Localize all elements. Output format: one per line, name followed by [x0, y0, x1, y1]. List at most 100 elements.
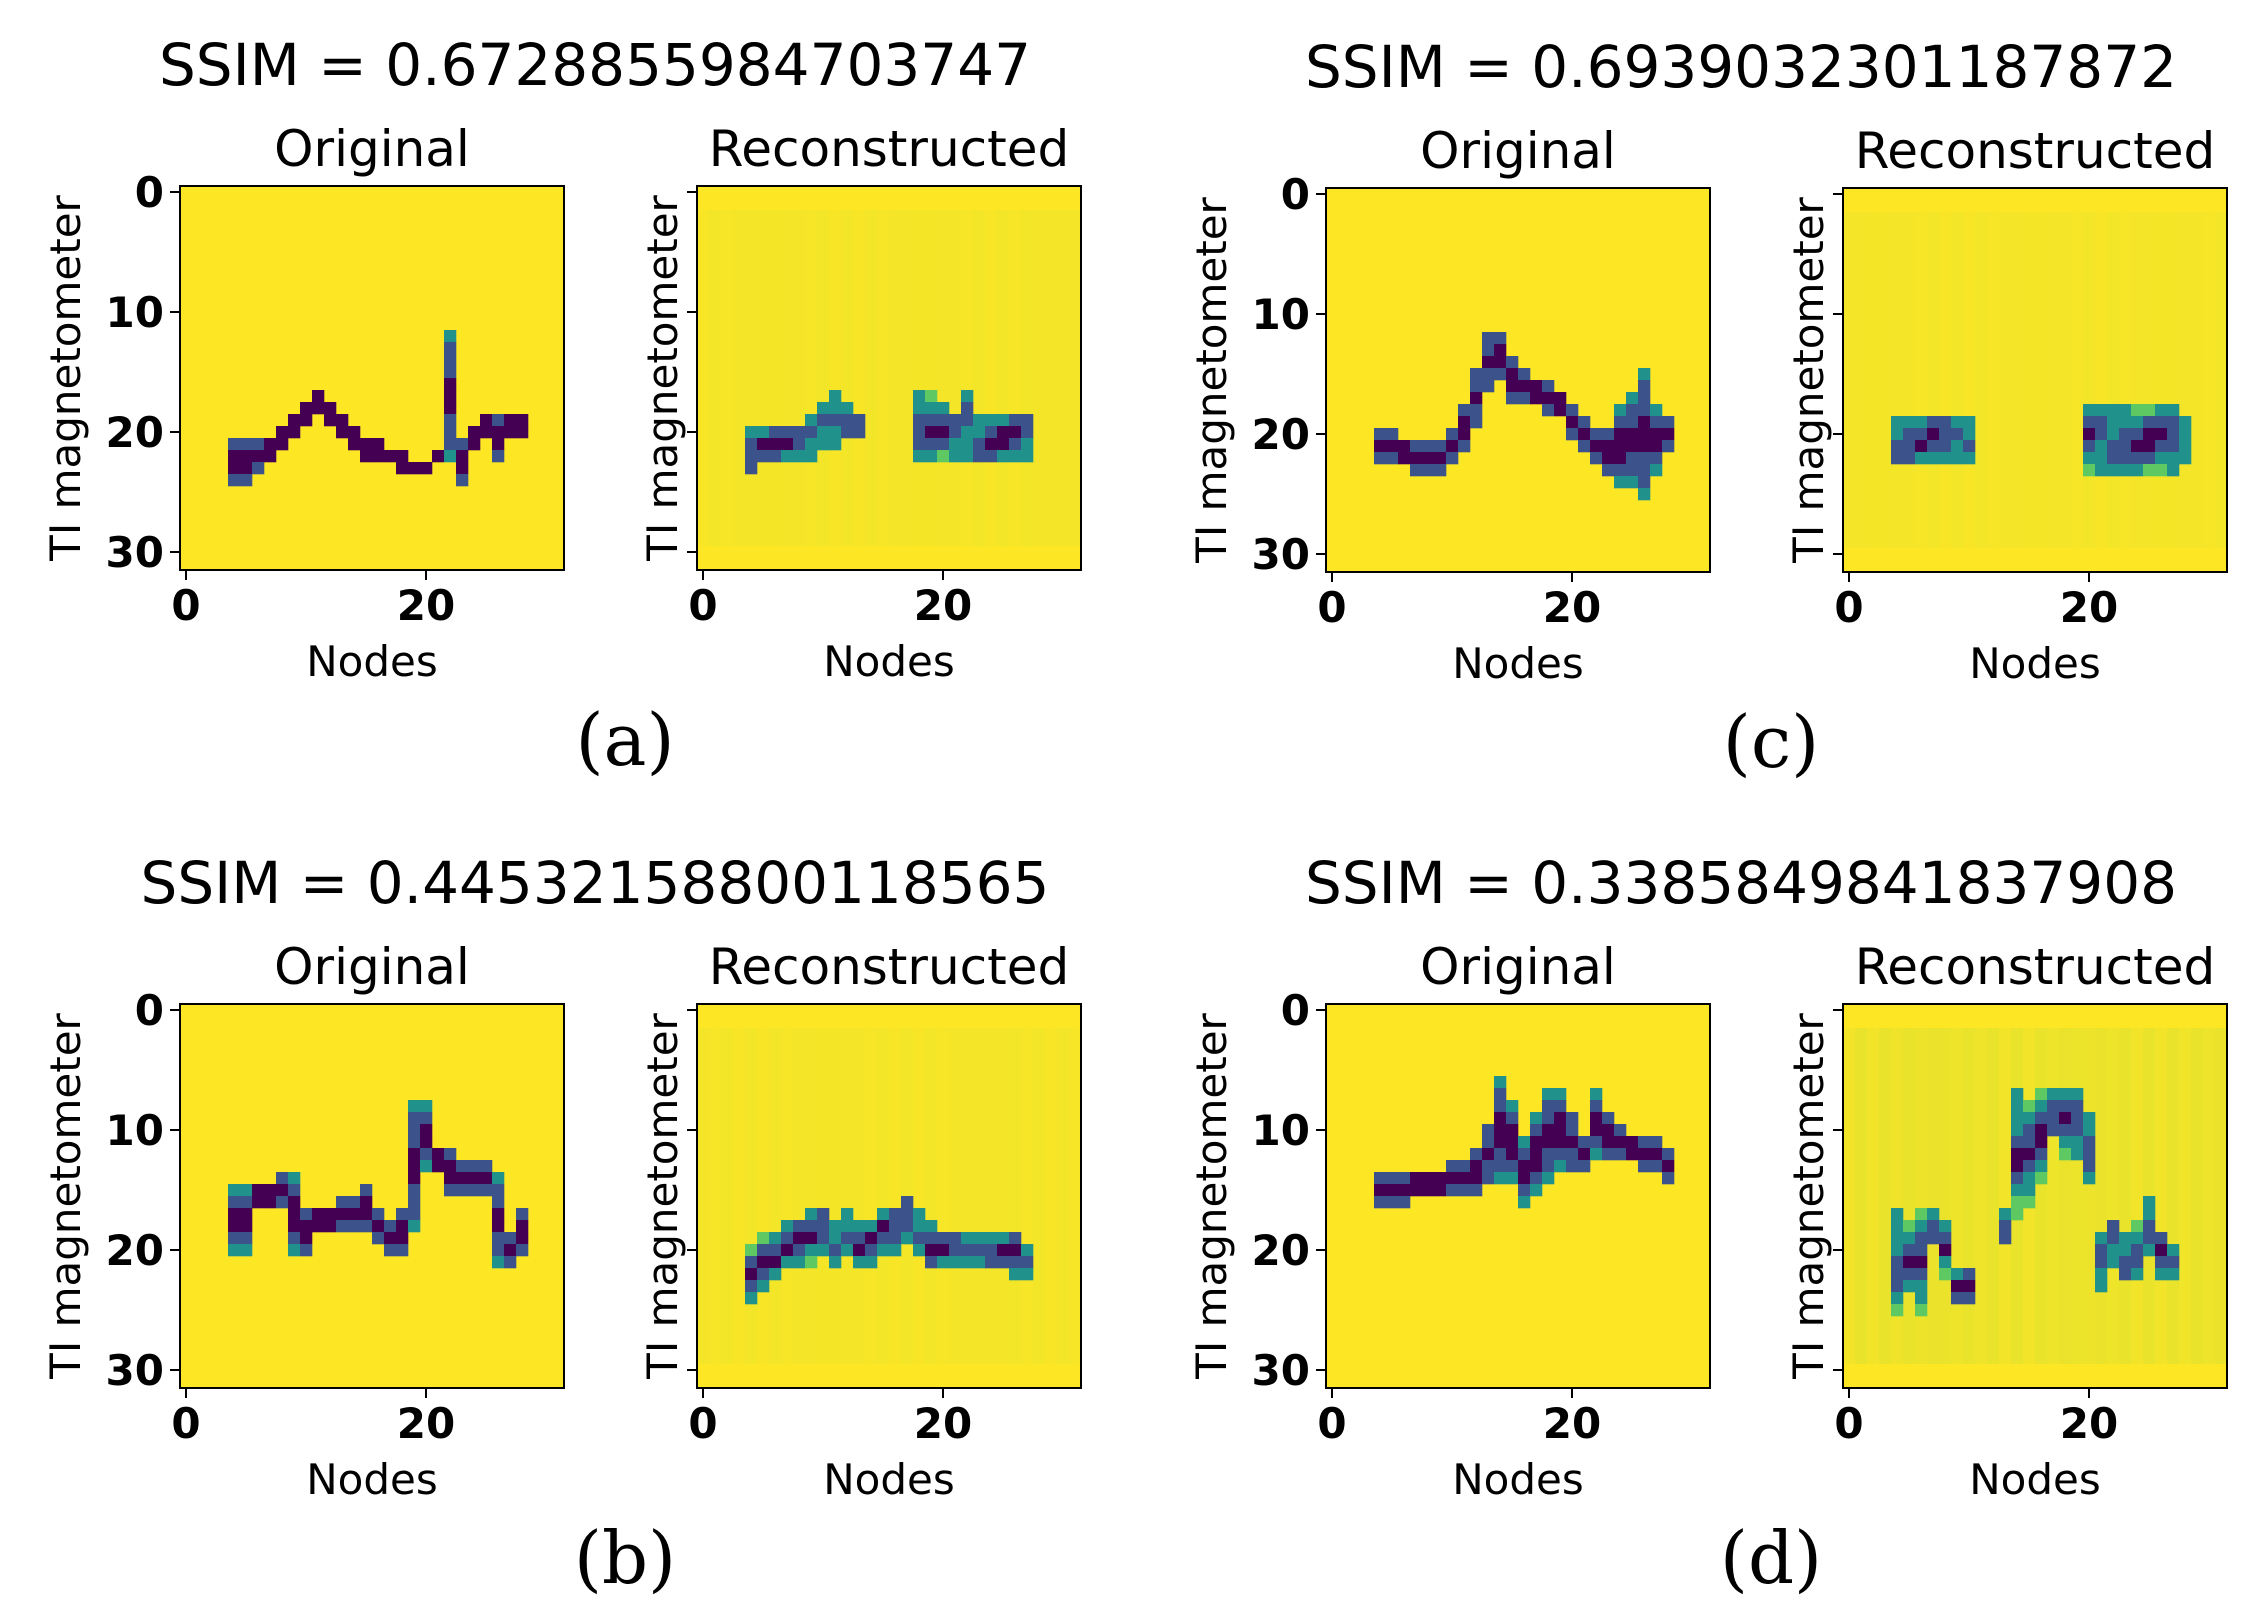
heatmap-cell: [2107, 416, 2120, 429]
heatmap-cell: [1891, 1304, 1904, 1317]
heatmap-cell: [1614, 404, 1627, 417]
heatmap-column-texture: [1987, 1028, 1999, 1364]
heatmap-cell: [276, 426, 289, 439]
heatmap-cell: [1903, 1256, 1916, 1269]
heatmap-cell: [1626, 1148, 1639, 1161]
heatmap-cell: [793, 1256, 806, 1269]
heatmap-column-texture: [2167, 1028, 2179, 1364]
heatmap-cell: [1662, 428, 1675, 441]
heatmap-cell: [396, 450, 409, 463]
heatmap-cell: [1518, 392, 1531, 405]
heatmap-cell: [1530, 380, 1543, 393]
heatmap-column-texture: [2095, 212, 2107, 548]
heatmap-column-texture: [721, 210, 733, 546]
heatmap-column-texture: [745, 1028, 757, 1364]
heatmap-cell: [1626, 476, 1639, 489]
heatmap-cell: [913, 1208, 926, 1221]
x-axis-label: Nodes: [306, 637, 438, 686]
heatmap-cell: [408, 1148, 421, 1161]
figure-title: SSIM = 0.6939032301187872: [1305, 33, 2177, 101]
heatmap-cell: [949, 414, 962, 427]
heatmap-cell: [1650, 452, 1663, 465]
heatmap-column-texture: [2179, 1028, 2191, 1364]
heatmap-column-texture: [1045, 210, 1057, 546]
heatmap-cell: [1530, 1148, 1543, 1161]
heatmap-cell: [1566, 1124, 1579, 1137]
heatmap-cell: [1638, 428, 1651, 441]
heatmap-cell: [504, 1232, 517, 1245]
heatmap-cell: [1398, 1196, 1411, 1209]
heatmap-cell: [937, 1256, 950, 1269]
heatmap-cell: [1554, 1088, 1567, 1101]
heatmap-cell: [2047, 1124, 2060, 1137]
heatmap-cell: [2071, 1112, 2084, 1125]
heatmap-column-texture: [973, 1028, 985, 1364]
heatmap-column-texture: [1867, 212, 1879, 548]
heatmap-cell: [360, 1208, 373, 1221]
y-tick-label: 10: [106, 1106, 164, 1155]
subfigure-c: SSIM = 0.6939032301187872 (c) Original Node…: [1187, 33, 2228, 784]
heatmap-cell: [1602, 1112, 1615, 1125]
heatmap-cell: [348, 1208, 361, 1221]
heatmap-cell: [937, 402, 950, 415]
heatmap-cell: [2167, 440, 2180, 453]
heatmap-cell: [1009, 1256, 1022, 1269]
heatmap-cell: [1009, 438, 1022, 451]
heatmap-cell: [276, 1184, 289, 1197]
heatmap-cell: [913, 1220, 926, 1233]
heatmap-cell: [1650, 404, 1663, 417]
heatmap-cell: [961, 1232, 974, 1245]
heatmap-cell: [240, 1184, 253, 1197]
heatmap-cell: [1891, 1292, 1904, 1305]
heatmap-cell: [1951, 416, 1964, 429]
heatmap-cell: [901, 1220, 914, 1233]
heatmap-cell: [420, 1112, 433, 1125]
heatmap-cell: [468, 1184, 481, 1197]
heatmap-column-texture: [793, 1028, 805, 1364]
heatmap-cell: [805, 1244, 818, 1257]
heatmap-cell: [456, 438, 469, 451]
heatmap-column-texture: [1033, 1028, 1045, 1364]
heatmap-cell: [1626, 404, 1639, 417]
heatmap-cell: [1939, 1268, 1952, 1281]
heatmap-cell: [348, 426, 361, 439]
heatmap-cell: [2143, 1232, 2156, 1245]
panel-title: Reconstructed: [709, 938, 1070, 996]
heatmap-cell: [1891, 1280, 1904, 1293]
heatmap-cell: [2143, 404, 2156, 417]
heatmap-column-texture: [1069, 1028, 1081, 1364]
heatmap-cell: [2083, 1148, 2096, 1161]
heatmap-cell: [1506, 1100, 1519, 1113]
y-tick-label: 10: [106, 288, 164, 337]
heatmap-cell: [1386, 1184, 1399, 1197]
heatmap-column-texture: [1927, 212, 1939, 548]
heatmap-column-texture: [1975, 1028, 1987, 1364]
heatmap-cell: [2143, 452, 2156, 465]
heatmap-cell: [1482, 1172, 1495, 1185]
heatmap-cell: [408, 1184, 421, 1197]
heatmap-cell: [504, 426, 517, 439]
heatmap-cell: [2167, 464, 2180, 477]
heatmap-cell: [1506, 1136, 1519, 1149]
heatmap-background: [697, 1004, 1081, 1388]
heatmap-cell: [769, 1268, 782, 1281]
heatmap-cell: [2083, 404, 2096, 417]
heatmap-cell: [2143, 416, 2156, 429]
heatmap-cell: [805, 1232, 818, 1245]
heatmap-cell: [312, 1208, 325, 1221]
heatmap-cell: [865, 1244, 878, 1257]
heatmap-column-texture: [2203, 1028, 2215, 1364]
heatmap-cell: [1903, 452, 1916, 465]
heatmap-cell: [240, 1208, 253, 1221]
heatmap-cell: [2035, 1124, 2048, 1137]
heatmap-column-texture: [997, 1028, 1009, 1364]
heatmap-cell: [288, 414, 301, 427]
heatmap-cell: [1482, 1148, 1495, 1161]
heatmap-cell: [2119, 1244, 2132, 1257]
heatmap-cell: [2035, 1088, 2048, 1101]
heatmap-cell: [757, 1268, 770, 1281]
heatmap-cell: [324, 1220, 337, 1233]
heatmap-cell: [2155, 428, 2168, 441]
heatmap-cell: [1542, 1172, 1555, 1185]
